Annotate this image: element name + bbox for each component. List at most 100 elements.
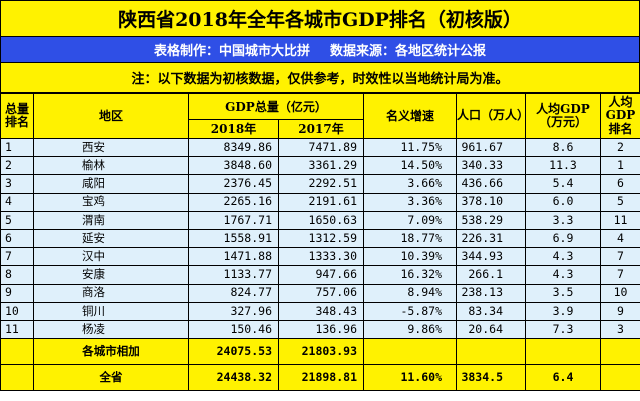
cell-per-capita: 4.3 <box>525 265 601 285</box>
table-row: 6 延安 1558.91 1312.59 18.77% 226.31 6.9 4 <box>0 228 640 249</box>
cell-region: 延安 <box>33 228 189 249</box>
sum-row-gdp-2018: 24075.53 <box>188 338 279 366</box>
cell-gdp2017: 2292.51 <box>278 174 364 194</box>
cell-gdp2017: 1333.30 <box>278 247 364 267</box>
cell-pc-rank: 4 <box>600 228 640 249</box>
cell-growth: 10.39% <box>363 247 457 267</box>
cell-gdp2018: 1133.77 <box>188 265 279 285</box>
sum-row-label: 各城市相加 <box>33 338 189 366</box>
sum-row-gdp-2017: 21803.93 <box>278 338 364 366</box>
cell-region: 铜川 <box>33 301 189 321</box>
cell-growth: 11.75% <box>363 137 457 158</box>
cell-gdp2017: 2191.61 <box>278 192 364 212</box>
table-row: 4 宝鸡 2265.16 2191.61 3.36% 378.10 6.0 5 <box>0 192 640 212</box>
cell-growth: 9.86% <box>363 319 457 340</box>
cell-per-capita: 3.5 <box>525 283 601 303</box>
cell-population: 266.1 <box>456 265 526 285</box>
header-2017: 2017年 <box>278 119 364 139</box>
cell-gdp2018: 8349.86 <box>188 137 279 158</box>
cell-per-capita: 6.9 <box>525 228 601 249</box>
table-row: 8 安康 1133.77 947.66 16.32% 266.1 4.3 7 <box>0 265 640 285</box>
cell-pc-rank: 6 <box>600 174 640 194</box>
cell-pc-rank: 1 <box>600 156 640 176</box>
header-rank: 总量排名 <box>0 93 34 139</box>
cell-gdp2018: 327.96 <box>188 301 279 321</box>
cell-population: 83.34 <box>456 301 526 321</box>
cell-gdp2018: 2376.45 <box>188 174 279 194</box>
cell-per-capita: 11.3 <box>525 156 601 176</box>
cell-rank: 9 <box>0 283 34 303</box>
table-row: 1 西安 8349.86 7471.89 11.75% 961.67 8.6 2 <box>0 137 640 158</box>
cell-gdp2018: 1471.88 <box>188 247 279 267</box>
cell-region: 咸阳 <box>33 174 189 194</box>
total-row-population: 3834.5 <box>456 364 526 392</box>
total-row-label: 全省 <box>33 364 189 392</box>
cell-per-capita: 4.3 <box>525 247 601 267</box>
cell-population: 226.31 <box>456 228 526 249</box>
cell-per-capita: 3.3 <box>525 210 601 230</box>
data-source-text: 数据来源：各地区统计公报 <box>330 44 487 59</box>
cell-pc-rank: 7 <box>600 247 640 267</box>
cell-rank: 3 <box>0 174 34 194</box>
cell-region: 榆林 <box>33 156 189 176</box>
header-2018: 2018年 <box>188 119 279 139</box>
cell-population: 238.13 <box>456 283 526 303</box>
cell-region: 宝鸡 <box>33 192 189 212</box>
cell-growth: 8.94% <box>363 283 457 303</box>
table-row: 9 商洛 824.77 757.06 8.94% 238.13 3.5 10 <box>0 283 640 303</box>
total-row: 全省 24438.32 21898.81 11.60% 3834.5 6.4 <box>0 364 640 392</box>
cell-population: 436.66 <box>456 174 526 194</box>
cell-rank: 4 <box>0 192 34 212</box>
cell-region: 商洛 <box>33 283 189 303</box>
table-row: 5 渭南 1767.71 1650.63 7.09% 538.29 3.3 11 <box>0 210 640 230</box>
cell-gdp2017: 757.06 <box>278 283 364 303</box>
header-per-capita-rank: 人均GDP排名 <box>600 93 640 139</box>
cell-rank: 1 <box>0 137 34 158</box>
cell-rank: 2 <box>0 156 34 176</box>
cell-per-capita: 8.6 <box>525 137 601 158</box>
table-row: 3 咸阳 2376.45 2292.51 3.66% 436.66 5.4 6 <box>0 174 640 194</box>
table-row: 11 杨凌 150.46 136.96 9.86% 20.64 7.3 3 <box>0 319 640 340</box>
cell-per-capita: 3.9 <box>525 301 601 321</box>
cell-pc-rank: 9 <box>600 301 640 321</box>
cell-growth: -5.87% <box>363 301 457 321</box>
cell-rank: 5 <box>0 210 34 230</box>
cell-rank: 8 <box>0 265 34 285</box>
total-row-per-capita: 6.4 <box>525 364 601 392</box>
cell-per-capita: 6.0 <box>525 192 601 212</box>
cell-population: 20.64 <box>456 319 526 340</box>
cell-per-capita: 5.4 <box>525 174 601 194</box>
total-row-gdp-2017: 21898.81 <box>278 364 364 392</box>
header-region: 地区 <box>33 93 189 139</box>
cell-pc-rank: 2 <box>600 137 640 158</box>
header-gdp-total: GDP总量（亿元） <box>188 93 364 120</box>
cell-population: 340.33 <box>456 156 526 176</box>
cell-rank: 6 <box>0 228 34 249</box>
cell-region: 渭南 <box>33 210 189 230</box>
gdp-table: 总量排名 地区 GDP总量（亿元） 名义增速 人口（万人） 人均GDP（万元） … <box>0 93 640 392</box>
cell-gdp2018: 1767.71 <box>188 210 279 230</box>
cell-pc-rank: 10 <box>600 283 640 303</box>
page-title: 陕西省2018年全年各城市GDP排名（初核版） <box>0 0 640 37</box>
header-growth: 名义增速 <box>363 93 457 139</box>
cell-gdp2017: 947.66 <box>278 265 364 285</box>
cell-gdp2017: 7471.89 <box>278 137 364 158</box>
cell-growth: 3.36% <box>363 192 457 212</box>
table-row: 7 汉中 1471.88 1333.30 10.39% 344.93 4.3 7 <box>0 247 640 267</box>
cell-gdp2018: 824.77 <box>188 283 279 303</box>
credit-bar: 表格制作：中国城市大比拼 数据来源：各地区统计公报 <box>0 37 640 63</box>
cell-population: 378.10 <box>456 192 526 212</box>
cell-region: 杨凌 <box>33 319 189 340</box>
cell-gdp2018: 2265.16 <box>188 192 279 212</box>
cell-growth: 3.66% <box>363 174 457 194</box>
cell-region: 汉中 <box>33 247 189 267</box>
cell-region: 安康 <box>33 265 189 285</box>
header-per-capita: 人均GDP（万元） <box>525 93 601 139</box>
cell-growth: 7.09% <box>363 210 457 230</box>
table-row: 10 铜川 327.96 348.43 -5.87% 83.34 3.9 9 <box>0 301 640 321</box>
cell-rank: 10 <box>0 301 34 321</box>
cell-growth: 16.32% <box>363 265 457 285</box>
cell-population: 344.93 <box>456 247 526 267</box>
cell-region: 西安 <box>33 137 189 158</box>
